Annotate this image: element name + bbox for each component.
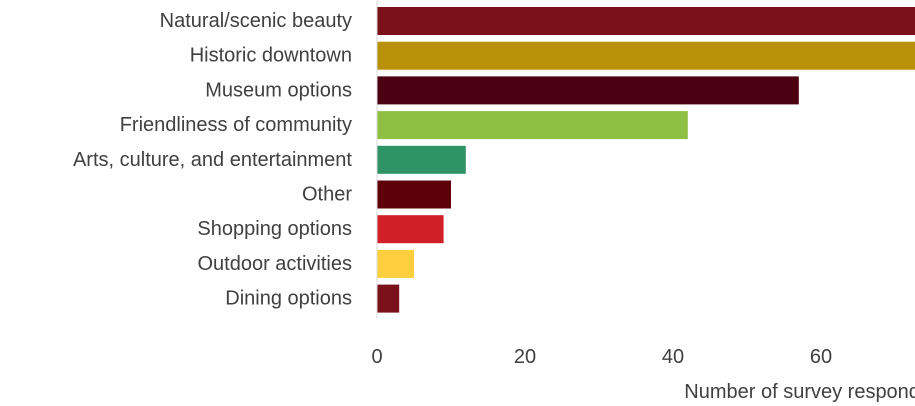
- bar-8: [377, 284, 400, 313]
- category-label-5: Other: [302, 184, 352, 206]
- bar-7: [377, 249, 414, 278]
- bars-group: [377, 7, 915, 313]
- bar-5: [377, 180, 451, 209]
- category-label-6: Shopping options: [197, 218, 352, 240]
- bar-1: [377, 41, 915, 70]
- category-label-3: Friendliness of community: [120, 114, 352, 136]
- category-label-8: Dining options: [225, 288, 352, 310]
- bar-4: [377, 145, 466, 174]
- category-label-2: Museum options: [205, 79, 352, 101]
- category-label-7: Outdoor activities: [197, 253, 352, 275]
- x-tick-labels: 020406080100120: [371, 346, 832, 368]
- category-label-1: Historic downtown: [190, 45, 352, 67]
- category-label-4: Arts, culture, and entertainment: [73, 149, 352, 171]
- x-tick-2: 40: [662, 346, 684, 368]
- x-tick-3: 60: [810, 346, 832, 368]
- x-tick-1: 20: [514, 346, 536, 368]
- bar-2: [377, 76, 799, 105]
- bar-3: [377, 111, 688, 140]
- category-labels: Natural/scenic beauty Historic downtown Mu…: [73, 10, 352, 310]
- x-axis-title: Number of survey respondents: [684, 381, 915, 403]
- bar-0: [377, 7, 915, 35]
- category-label-0: Natural/scenic beauty: [160, 10, 352, 32]
- bar-6: [377, 215, 444, 244]
- x-tick-0: 0: [371, 346, 382, 368]
